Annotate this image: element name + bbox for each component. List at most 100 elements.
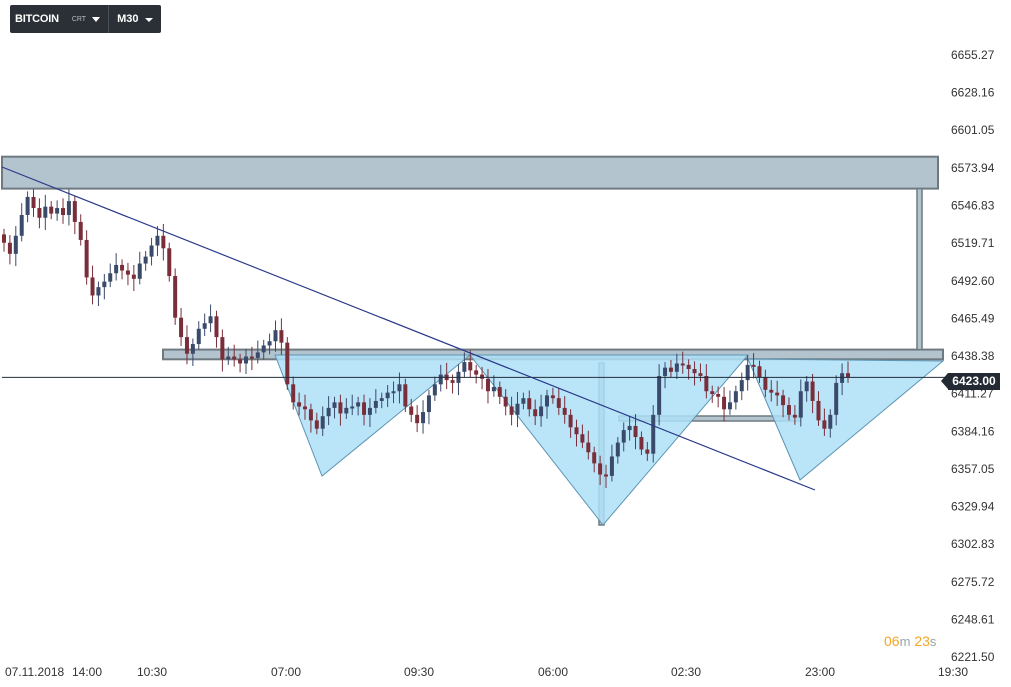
candles-layer: [2, 189, 850, 489]
candle-body: [816, 400, 821, 421]
candle-body: [739, 380, 744, 392]
candle-body: [78, 221, 83, 240]
y-tick-label: 6329.94: [951, 500, 995, 514]
candle-body: [403, 384, 408, 407]
candle-body: [96, 287, 101, 296]
candle-body: [651, 414, 656, 454]
y-tick-label: 6411.27: [951, 387, 994, 401]
candle-body: [432, 384, 437, 396]
candle-body: [19, 214, 24, 236]
candle-body: [131, 274, 136, 279]
candle-body: [356, 402, 361, 407]
candle-body: [243, 356, 248, 364]
candle-body: [751, 364, 756, 367]
chart-toolbar: BITCOIN CRT M30: [10, 5, 161, 33]
candle-body: [775, 392, 780, 396]
countdown-seconds: 23: [914, 633, 930, 649]
timeframe-selector[interactable]: M30: [108, 5, 160, 33]
y-tick-label: 6573.94: [951, 161, 995, 175]
candle-body: [822, 420, 827, 429]
candle-body: [161, 235, 166, 249]
x-tick-label: 10:30: [137, 665, 167, 679]
candle-body: [291, 384, 296, 403]
candle-body: [544, 395, 549, 407]
candle-body: [196, 328, 201, 345]
candle-body: [562, 407, 567, 415]
candle-body: [338, 402, 343, 414]
candle-body: [668, 367, 673, 372]
candle-body: [503, 396, 508, 407]
candle-body: [255, 352, 260, 358]
candle-body: [279, 330, 284, 343]
candle-body: [727, 402, 732, 410]
candle-body: [533, 409, 538, 417]
candle-body: [202, 323, 207, 329]
candle-body: [716, 394, 721, 397]
countdown-minutes: 06: [884, 633, 900, 649]
candle-body: [267, 341, 272, 346]
candle-body: [397, 384, 402, 392]
patterns-layer: [274, 354, 945, 526]
candle-body: [421, 412, 426, 424]
candle-body: [704, 375, 709, 392]
candle-body: [137, 263, 142, 279]
candle-body: [344, 407, 349, 414]
candle-body: [66, 201, 71, 215]
candle-body: [108, 273, 113, 282]
candle-body: [179, 317, 184, 338]
candle-body: [173, 276, 178, 318]
candle-body: [7, 242, 12, 254]
candle-body: [698, 373, 703, 376]
candle-body: [539, 406, 544, 417]
candle-body: [592, 452, 597, 464]
candle-body: [31, 196, 36, 209]
right-shoulder-triangle: [747, 358, 945, 481]
vertical-ruler: [916, 187, 923, 351]
candle-body: [550, 395, 555, 399]
candle-body: [674, 363, 679, 372]
candle-body: [332, 402, 337, 408]
candle-body: [680, 363, 685, 366]
candle-body: [261, 345, 266, 353]
y-tick-label: 6601.05: [951, 123, 995, 137]
candle-body: [385, 392, 390, 399]
candle-body: [13, 235, 18, 254]
candle-body: [249, 356, 254, 359]
candle-body: [190, 344, 195, 354]
candle-body: [49, 206, 54, 214]
candle-body: [710, 391, 715, 395]
candle-body: [846, 373, 850, 378]
candle-body: [303, 406, 308, 410]
candle-body: [621, 430, 626, 443]
candle-body: [598, 463, 603, 475]
head-triangle: [468, 354, 750, 526]
candle-body: [114, 264, 119, 274]
x-tick-label: 07:00: [271, 665, 301, 679]
candle-body: [580, 434, 585, 443]
candle-body: [586, 442, 591, 453]
candle-body: [722, 396, 727, 410]
candle-body: [326, 407, 331, 417]
y-tick-label: 6438.38: [951, 349, 995, 363]
symbol-selector[interactable]: BITCOIN CRT: [10, 5, 108, 33]
candle-body: [527, 398, 532, 410]
candle-body: [757, 366, 762, 378]
candle-body: [409, 406, 414, 415]
y-tick-label: 6628.16: [951, 86, 995, 100]
candle-body: [663, 367, 668, 376]
candle-body: [804, 381, 809, 392]
candle-body: [125, 270, 130, 275]
y-tick-label: 6465.49: [951, 311, 995, 325]
candle-body: [556, 398, 561, 408]
candle-body: [609, 456, 614, 476]
y-tick-label: 6275.72: [951, 575, 995, 589]
candle-body: [515, 403, 520, 415]
candle-body: [763, 377, 768, 390]
candle-body: [781, 395, 786, 406]
y-tick-label: 6384.16: [951, 424, 995, 438]
candle-body: [2, 234, 6, 243]
x-tick-label: 02:30: [671, 665, 701, 679]
x-tick-label: 07.11.2018: [5, 665, 64, 679]
candle-body: [834, 382, 839, 415]
